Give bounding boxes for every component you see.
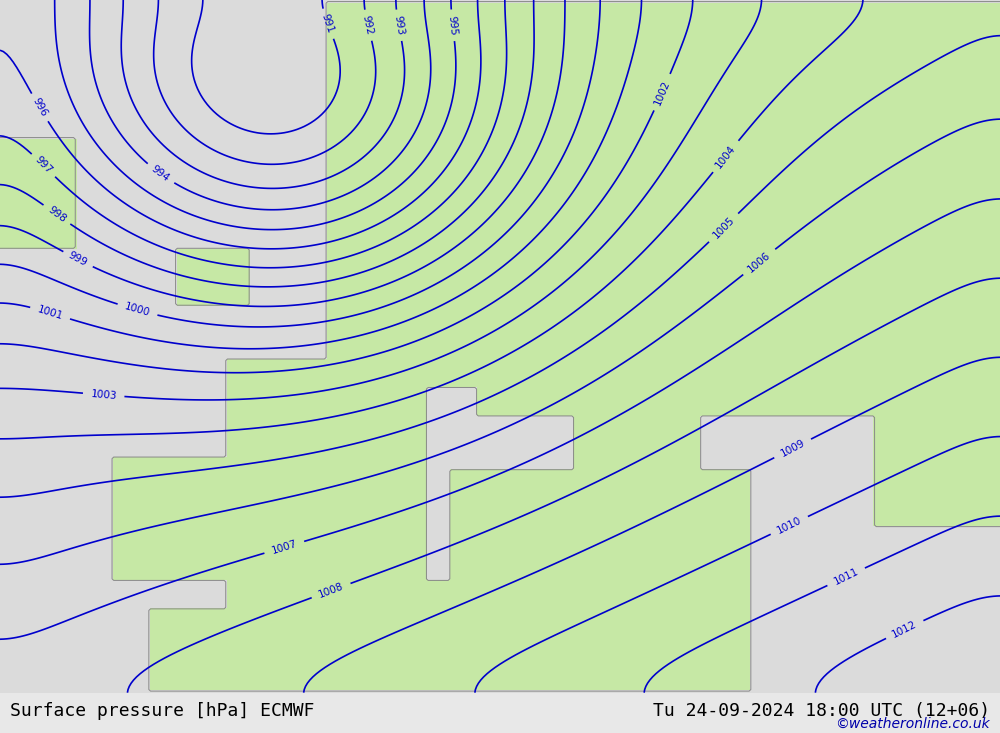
Text: 1002: 1002 xyxy=(653,78,672,106)
Text: 1009: 1009 xyxy=(779,438,807,459)
Text: 999: 999 xyxy=(67,250,89,268)
Text: 991: 991 xyxy=(320,13,336,35)
Text: ©weatheronline.co.uk: ©weatheronline.co.uk xyxy=(835,717,990,731)
Text: 1003: 1003 xyxy=(90,388,117,401)
Text: 996: 996 xyxy=(30,97,49,119)
Text: 1000: 1000 xyxy=(123,301,151,318)
Text: 993: 993 xyxy=(392,15,405,36)
Text: 1010: 1010 xyxy=(775,515,803,536)
Text: 1007: 1007 xyxy=(270,539,298,556)
Text: 1001: 1001 xyxy=(36,304,64,322)
Text: 992: 992 xyxy=(361,15,375,36)
Text: 1006: 1006 xyxy=(746,250,772,274)
Text: 1011: 1011 xyxy=(832,567,860,587)
Text: Surface pressure [hPa] ECMWF: Surface pressure [hPa] ECMWF xyxy=(10,701,314,720)
Text: 1012: 1012 xyxy=(891,619,919,640)
Text: 1004: 1004 xyxy=(714,143,738,170)
Text: 998: 998 xyxy=(46,205,68,224)
Text: 995: 995 xyxy=(447,15,459,36)
Text: Tu 24-09-2024 18:00 UTC (12+06): Tu 24-09-2024 18:00 UTC (12+06) xyxy=(653,701,990,720)
Text: 1008: 1008 xyxy=(317,581,345,600)
Text: 997: 997 xyxy=(33,155,54,176)
Text: 1005: 1005 xyxy=(711,215,736,240)
Text: 994: 994 xyxy=(150,164,171,184)
